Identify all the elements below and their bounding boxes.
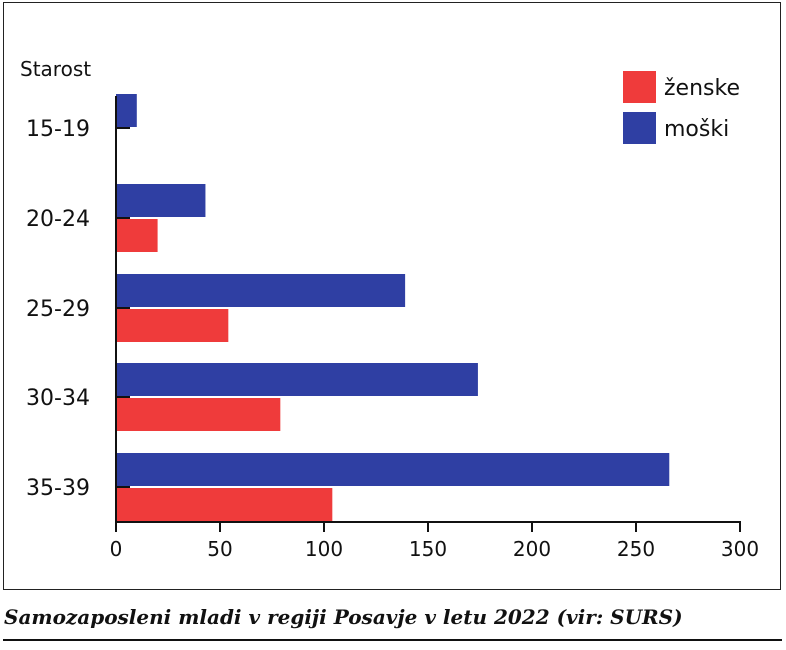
caption-underline [3,639,782,641]
bar-moski-35-39 [116,453,670,486]
bars-group [116,94,670,521]
x-tick-label-250: 250 [617,537,655,561]
bar-zenske-30-34 [116,398,281,431]
y-tick-label-35-39: 35-39 [26,476,90,501]
y-axis-title: Starost [20,57,91,81]
x-tick-label-0: 0 [110,537,123,561]
axes-group: 15-19 20-24 25-29 30-34 35-39 Starost 0 50 100 15… [20,57,759,561]
bar-moski-15-19 [116,94,137,127]
bar-zenske-35-39 [116,488,333,521]
legend-swatch-moski [623,112,656,144]
legend-swatch-zenske [623,71,656,103]
bar-zenske-25-29 [116,309,229,342]
legend: ženske moški [623,71,740,144]
x-tick-label-100: 100 [305,537,343,561]
legend-label-moski: moški [664,117,729,142]
x-tick-label-50: 50 [207,537,232,561]
y-tick-label-25-29: 25-29 [26,297,90,322]
y-tick-label-15-19: 15-19 [26,117,90,142]
bar-zenske-20-24 [116,219,158,252]
bar-moski-20-24 [116,184,206,217]
figure-caption: Samozaposleni mladi v regiji Posavje v l… [4,605,683,629]
bar-chart: 15-19 20-24 25-29 30-34 35-39 Starost 0 50 100 15… [20,57,759,561]
y-tick-label-30-34: 30-34 [26,386,90,411]
figure-frame [3,2,781,590]
x-tick-label-200: 200 [513,537,551,561]
x-tick-label-300: 300 [721,537,759,561]
bar-moski-30-34 [116,363,478,396]
x-tick-label-150: 150 [409,537,447,561]
bar-moski-25-29 [116,274,406,307]
legend-label-zenske: ženske [664,76,740,101]
y-tick-label-20-24: 20-24 [26,207,90,232]
